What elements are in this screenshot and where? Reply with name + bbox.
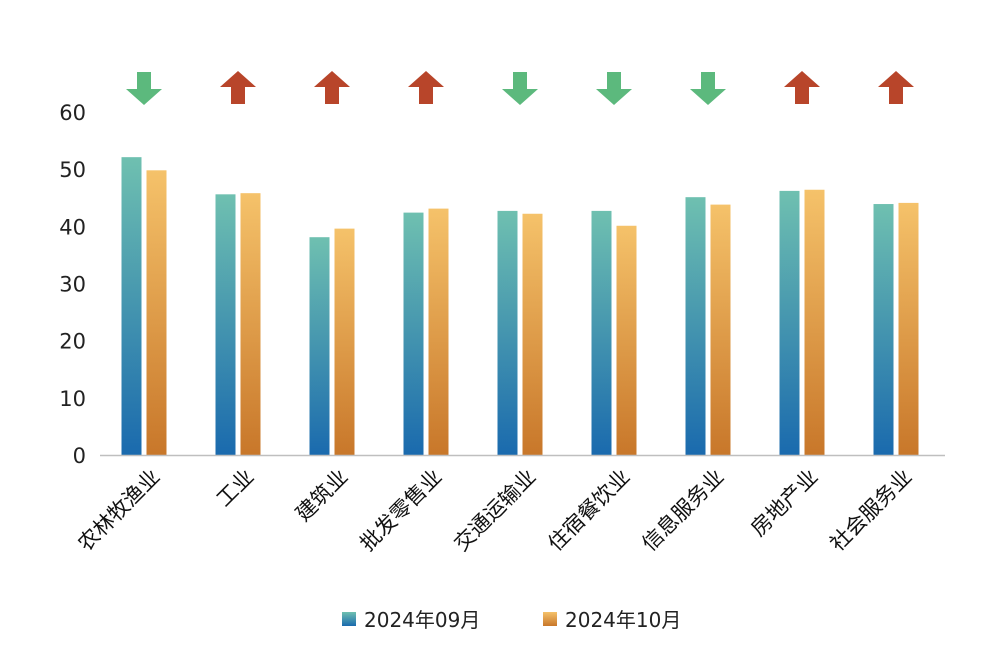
bar-series-1-3 — [309, 237, 330, 455]
legend-label-series-2: 2024年10月 — [565, 608, 681, 632]
bar-series-1-5 — [497, 210, 518, 455]
legend: 2024年09月 2024年10月 — [342, 608, 681, 632]
legend-swatch-series-1 — [342, 612, 356, 626]
legend-label-series-1: 2024年09月 — [364, 608, 480, 632]
x-tick-label: 建筑业 — [291, 465, 353, 527]
x-axis-labels: 农林牧渔业 工业 建筑业 批发零售业 交通运输业 住宿餐饮业 信息服务业 房地产业 社会服务业 — [73, 465, 916, 556]
bar-series-1-9 — [873, 204, 894, 455]
y-tick-label: 50 — [59, 158, 86, 182]
bar-series-1-7 — [685, 197, 706, 455]
y-tick-label: 10 — [59, 387, 86, 411]
arrow-up-icon — [314, 71, 350, 104]
x-tick-label: 交通运输业 — [449, 465, 540, 556]
y-tick-label: 40 — [59, 215, 86, 239]
bar-series-2-7 — [710, 204, 731, 455]
trend-arrows — [126, 71, 914, 105]
y-tick-label: 60 — [59, 101, 86, 125]
x-tick-label: 住宿餐饮业 — [543, 465, 634, 556]
bar-series-2-1 — [146, 170, 167, 455]
arrow-down-icon — [502, 72, 538, 105]
bar-series-2-3 — [334, 228, 355, 455]
arrow-up-icon — [878, 71, 914, 104]
bar-series-2-4 — [428, 208, 449, 455]
bar-series-1-4 — [403, 212, 424, 455]
legend-swatch-series-2 — [543, 612, 557, 626]
bar-series-1-2 — [215, 194, 236, 455]
bars — [121, 157, 919, 455]
arrow-down-icon — [596, 72, 632, 105]
bar-series-2-5 — [522, 213, 543, 455]
y-tick-label: 30 — [59, 273, 86, 297]
bar-series-2-9 — [898, 202, 919, 455]
x-tick-label: 信息服务业 — [637, 465, 728, 556]
x-tick-label: 房地产业 — [746, 465, 822, 541]
arrow-up-icon — [408, 71, 444, 104]
arrow-down-icon — [690, 72, 726, 105]
y-tick-label: 20 — [59, 330, 86, 354]
y-axis-ticks: 0 10 20 30 40 50 60 — [59, 101, 86, 468]
bar-series-1-6 — [591, 210, 612, 455]
arrow-up-icon — [220, 71, 256, 104]
bar-series-2-8 — [804, 189, 825, 455]
x-tick-label: 工业 — [212, 465, 259, 512]
x-tick-label: 社会服务业 — [825, 465, 916, 556]
bar-series-2-2 — [240, 193, 261, 455]
bar-series-1-8 — [779, 190, 800, 455]
arrow-down-icon — [126, 72, 162, 105]
x-tick-label: 批发零售业 — [355, 465, 446, 556]
y-tick-label: 0 — [73, 444, 86, 468]
bar-series-1-1 — [121, 157, 142, 455]
bar-series-2-6 — [616, 225, 637, 455]
arrow-up-icon — [784, 71, 820, 104]
x-tick-label: 农林牧渔业 — [73, 465, 164, 556]
